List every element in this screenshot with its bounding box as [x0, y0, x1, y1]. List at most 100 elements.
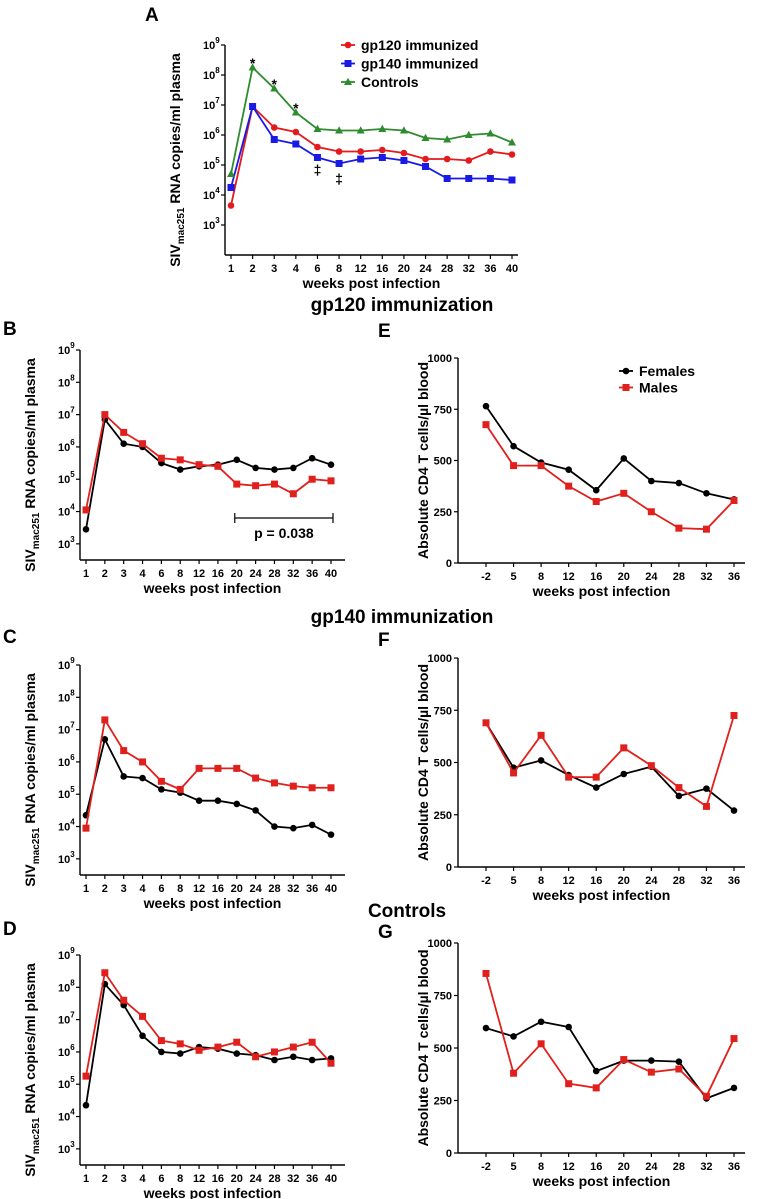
y-tick-exponent: 7 — [70, 406, 75, 415]
y-tick-label: 250 — [434, 1096, 452, 1108]
y-tick-label: 500 — [434, 456, 452, 468]
section-title-controls: Controls — [368, 901, 446, 922]
data-point — [443, 155, 451, 163]
data-point — [486, 175, 494, 182]
data-point — [120, 428, 128, 436]
data-point — [327, 1059, 335, 1067]
significance-marker: * — [272, 76, 278, 92]
data-point — [565, 1023, 572, 1031]
x-tick-label: 20 — [398, 263, 410, 275]
x-tick-label: 32 — [287, 568, 299, 580]
panel-letter-c: C — [3, 627, 17, 648]
data-point — [620, 770, 628, 778]
y-tick-label: 107 — [203, 96, 220, 112]
data-point — [176, 466, 184, 473]
x-axis-title: weeks post infection — [143, 895, 282, 911]
x-tick-label: 3 — [121, 883, 127, 895]
data-point — [101, 969, 109, 977]
p-value-label: p = 0.038 — [254, 525, 314, 541]
data-point — [357, 148, 364, 155]
y-tick-label: 750 — [434, 991, 452, 1003]
data-point — [139, 774, 146, 782]
x-tick-label: 6 — [158, 883, 164, 895]
data-point — [139, 758, 147, 766]
x-tick-label: 16 — [212, 883, 224, 895]
data-point — [356, 126, 365, 134]
y-tick-label: 105 — [58, 470, 75, 486]
y-tick-label: 107 — [58, 406, 75, 422]
data-point — [378, 124, 387, 132]
x-tick-label: 8 — [177, 883, 183, 895]
y-tick-exponent: 7 — [70, 721, 75, 730]
data-point — [214, 764, 222, 772]
y-axis-title: SIVmac251 RNA copies/ml plasma — [22, 358, 42, 572]
data-point — [675, 479, 683, 487]
data-point — [335, 160, 343, 167]
x-tick-label: 36 — [306, 568, 318, 580]
data-point — [565, 466, 572, 474]
x-tick-label: 12 — [355, 263, 367, 275]
significance-marker: ‡ — [335, 171, 343, 187]
y-tick-label: 105 — [203, 156, 220, 172]
data-point — [270, 779, 278, 787]
data-point — [335, 148, 343, 155]
panel-letter-b: B — [3, 319, 17, 340]
data-point — [270, 84, 279, 92]
y-tick-exponent: 6 — [70, 753, 75, 762]
y-tick-exponent: 3 — [70, 535, 75, 544]
x-tick-label: 40 — [325, 883, 337, 895]
significance-marker: * — [293, 100, 299, 116]
data-point — [252, 482, 260, 490]
x-tick-label: 8 — [538, 571, 544, 583]
data-point — [139, 1012, 147, 1020]
x-tick-label: 16 — [212, 1173, 224, 1185]
x-tick-label: 6 — [314, 263, 320, 275]
y-tick-label: 106 — [203, 126, 220, 142]
y-tick-exponent: 5 — [70, 470, 75, 479]
data-point — [357, 155, 365, 163]
data-point — [82, 506, 90, 514]
y-axis-title-rest: RNA copies/ml plasma — [22, 673, 38, 828]
data-point — [290, 464, 297, 472]
x-tick-label: 3 — [121, 1173, 127, 1185]
data-point — [592, 773, 600, 781]
x-tick-label: 28 — [268, 1173, 280, 1185]
chart-panel-f: 0 250 500 750 1000 -2 5 8 12 16 20 24 28 32 36 weeks po… — [415, 653, 745, 903]
data-point — [422, 163, 430, 170]
y-tick-label: 105 — [58, 1075, 75, 1091]
y-tick-label: 109 — [58, 341, 75, 357]
data-point — [730, 711, 738, 719]
y-tick-exponent: 5 — [70, 1075, 75, 1084]
y-tick-exponent: 3 — [70, 1140, 75, 1149]
x-tick-label: 16 — [212, 568, 224, 580]
data-point — [464, 130, 473, 138]
y-tick-exponent: 4 — [70, 818, 75, 827]
y-tick-exponent: 5 — [70, 785, 75, 794]
x-tick-label: 32 — [700, 571, 712, 583]
y-tick-label: 750 — [434, 404, 452, 416]
y-axis-title-rest: RNA copies/ml plasma — [22, 963, 38, 1118]
data-point — [327, 477, 335, 485]
legend-label: Males — [639, 380, 678, 396]
data-point — [82, 824, 90, 832]
data-point — [482, 969, 490, 977]
data-point — [82, 526, 90, 533]
data-point — [271, 466, 278, 473]
data-point — [82, 1072, 90, 1080]
legend-label: Females — [639, 363, 695, 379]
data-point — [252, 774, 260, 782]
x-tick-label: 36 — [484, 263, 496, 275]
panel-letter-g: G — [378, 922, 393, 943]
y-tick-exponent: 8 — [70, 373, 75, 382]
x-tick-label: 28 — [268, 568, 280, 580]
data-point — [510, 462, 518, 470]
series-line — [85, 417, 332, 530]
y-tick-label: 0 — [446, 862, 452, 874]
x-axis-title: weeks post infection — [532, 1173, 671, 1189]
y-tick-label: 104 — [58, 818, 75, 834]
y-axis-title: Absolute CD4 T cells/µl blood — [415, 362, 431, 559]
data-point — [120, 773, 127, 780]
y-tick-label: 500 — [434, 758, 452, 770]
